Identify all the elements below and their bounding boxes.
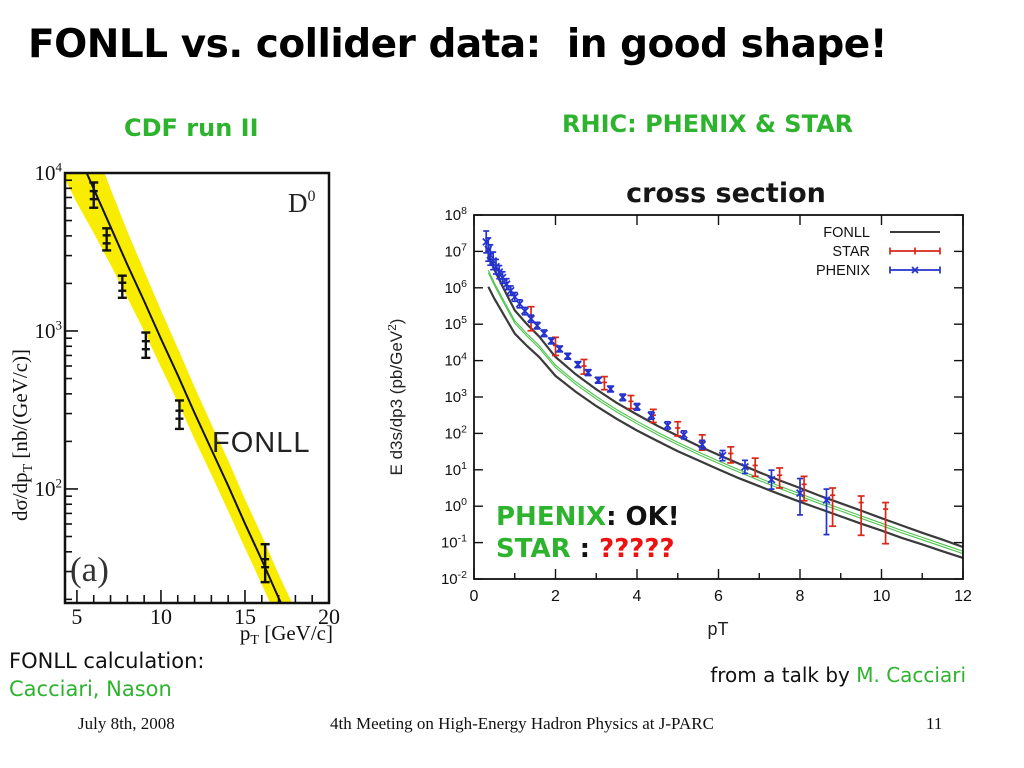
rhic-y-tick-label: 103: [444, 387, 467, 406]
credit-line: from a talk by M. Cacciari: [710, 663, 966, 687]
cdf-x-tick-label: 5: [71, 604, 82, 629]
rhic-legend: FONLL STAR PHENIX: [816, 225, 941, 279]
annotation-phenix-line: PHENIX: OK!: [496, 501, 680, 533]
cdf-frame: [63, 171, 331, 605]
rhic-chart-figure: 0 2 4 6 8 10 12 108 107 106 105 104 103 102 101 100 10-1…: [388, 178, 972, 639]
credit-prefix: from a talk by: [710, 663, 857, 687]
rhic-ticks: [473, 214, 964, 580]
cdf-x-tick-label: 20: [318, 604, 340, 629]
rhic-legend-label-fonll: FONLL: [823, 225, 870, 241]
rhic-star-series: [527, 305, 890, 545]
cdf-panel-label: (a): [70, 550, 109, 589]
cdf-data-points: [89, 181, 270, 584]
rhic-y-tick-label: 105: [444, 314, 467, 333]
rhic-fonll-center-green-line: [487, 272, 963, 555]
cdf-x-axis-label: pT [GeV/c]: [240, 621, 333, 648]
rhic-y-tick-label: 106: [444, 278, 467, 297]
cdf-x-tick-label: 10: [150, 604, 172, 629]
phenix-label: PHENIX: [496, 502, 607, 532]
rhic-phenix-series: [482, 230, 831, 536]
phenix-sep: :: [606, 502, 626, 532]
rhic-y-tick-label: 104: [444, 351, 467, 370]
rhic-y-tick-label: 102: [444, 423, 467, 442]
cdf-fonll-central-line: [85, 173, 283, 603]
rhic-x-tick-label: 8: [796, 588, 805, 605]
rhic-plot-area: [482, 230, 963, 559]
fonll-authors-line: Cacciari, Nason: [9, 677, 172, 701]
rhic-fonll-lower-line: [487, 286, 963, 559]
rhic-y-tick-label: 10-2: [441, 569, 467, 588]
rhic-y-tick-label: 101: [444, 460, 467, 479]
cdf-y-tick-label: 102: [35, 476, 63, 501]
rhic-x-tick-label: 0: [470, 588, 479, 605]
rhic-y-tick-label: 10-1: [441, 533, 467, 552]
rhic-chart-title: cross section: [626, 178, 826, 209]
credit-name: M. Cacciari: [856, 663, 966, 687]
fonll-calculation-block: FONLL calculation: Cacciari, Nason: [9, 647, 205, 703]
rhic-fonll-center-green-line: [487, 269, 963, 552]
rhic-x-tick-label: 12: [954, 588, 972, 605]
cdf-y-tick-label: 104: [35, 160, 63, 185]
cdf-y-tick-label: 103: [35, 318, 63, 343]
cdf-fonll-label: FONLL: [212, 427, 310, 459]
fonll-calculation-line: FONLL calculation:: [9, 649, 205, 673]
rhic-legend-label-star: STAR: [832, 244, 870, 260]
footer-page-number: 11: [926, 714, 943, 733]
slide-title: FONLL vs. collider data: in good shape!: [28, 22, 888, 67]
rhic-legend-label-phenix: PHENIX: [816, 263, 870, 279]
cdf-ticks: [65, 172, 330, 603]
cdf-chart-figure: 104 103 102 5 10 15 20 D0 FONLL (a) dσ/dpT [nb/(Ge…: [8, 160, 340, 648]
rhic-x-axis-label: pT: [707, 619, 728, 639]
rhic-x-tick-label: 4: [633, 588, 642, 605]
star-verdict: ?????: [599, 534, 675, 564]
rhic-y-tick-label: 107: [444, 241, 467, 260]
cdf-heading: CDF run II: [124, 114, 259, 142]
star-sep: :: [570, 534, 600, 564]
star-label: STAR: [496, 534, 571, 564]
rhic-y-tick-label: 108: [444, 205, 467, 224]
cdf-y-axis-label: dσ/dpT [nb/(GeV/c)]: [8, 349, 36, 521]
footer-event: 4th Meeting on High-Energy Hadron Physic…: [330, 714, 714, 733]
phenix-verdict: OK!: [625, 502, 680, 532]
rhic-x-tick-label: 10: [873, 588, 891, 605]
cdf-x-tick-label: 15: [234, 604, 256, 629]
rhic-x-tick-label: 2: [551, 588, 560, 605]
rhic-heading: RHIC: PHENIX & STAR: [562, 110, 854, 138]
rhic-x-tick-label: 6: [714, 588, 723, 605]
rhic-y-tick-label: 100: [444, 496, 467, 515]
footer-date: July 8th, 2008: [78, 714, 175, 733]
cdf-plot-area: [65, 173, 292, 603]
rhic-y-axis-label: E d3s/dp3 (pb/GeV2): [388, 319, 406, 476]
annotation-star-line: STAR : ?????: [496, 533, 680, 565]
cdf-corner-label-d0: D0: [288, 188, 316, 218]
annotation-block: PHENIX: OK! STAR : ?????: [496, 501, 680, 565]
